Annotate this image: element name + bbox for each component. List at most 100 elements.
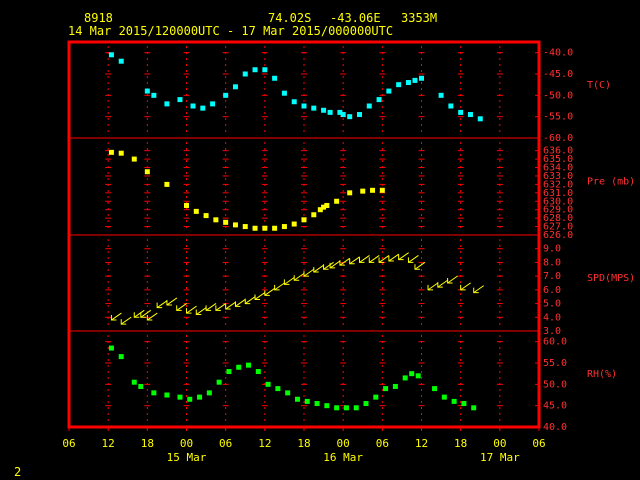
data-point: [285, 390, 291, 396]
data-point: [314, 401, 320, 407]
data-point: [467, 112, 473, 118]
wind-arrow-shaft: [398, 252, 409, 261]
x-tick-label: 18: [141, 437, 154, 450]
data-point: [317, 207, 323, 213]
wind-arrow-head: [407, 257, 414, 263]
data-point: [353, 405, 359, 411]
data-point: [197, 394, 203, 400]
data-point: [216, 379, 222, 385]
data-point: [412, 77, 418, 83]
data-point: [396, 82, 402, 88]
data-point: [118, 58, 124, 64]
wind-arrow-shaft: [447, 275, 458, 284]
y-tick-label: 632.0: [543, 179, 573, 190]
wind-arrow: [176, 303, 187, 311]
wind-arrow-shaft: [303, 268, 315, 277]
data-point: [402, 375, 408, 381]
wind-arrow-head: [176, 305, 182, 311]
wind-arrow-head: [195, 309, 202, 316]
data-point: [291, 99, 297, 105]
data-point: [311, 105, 317, 111]
y-tick-label: 627.0: [543, 222, 573, 233]
y-tick-label: 626.0: [543, 230, 573, 241]
data-point: [232, 84, 238, 90]
wind-arrow: [358, 255, 370, 263]
x-tick-label: 06: [532, 437, 545, 450]
wind-arrow-head: [205, 305, 212, 311]
wind-arrow-shaft: [264, 287, 276, 296]
data-point: [164, 101, 170, 107]
wind-arrow-head: [339, 260, 345, 266]
wind-arrow-head: [323, 264, 329, 270]
wind-arrow: [437, 279, 449, 288]
data-point: [458, 109, 464, 115]
wind-arrow-head: [274, 284, 280, 291]
data-point: [138, 383, 144, 389]
data-point: [255, 369, 261, 375]
wind-arrow: [407, 255, 419, 263]
y-tick-label: 7.0: [543, 271, 561, 282]
data-point: [304, 398, 310, 404]
data-point: [108, 52, 114, 58]
wind-arrow-shaft: [284, 276, 295, 285]
wind-arrow-head: [378, 257, 385, 263]
wind-arrow: [133, 309, 145, 318]
data-point: [291, 221, 297, 227]
y-tick-label: -60.0: [543, 133, 573, 144]
wind-arrow-shaft: [408, 255, 419, 263]
wind-arrow-shaft: [437, 279, 449, 288]
wind-arrow-shaft: [427, 282, 439, 291]
data-point: [379, 187, 385, 193]
wind-arrow-head: [283, 279, 290, 285]
wind-arrow-shaft: [244, 296, 256, 304]
x-tick-label: 12: [415, 437, 428, 450]
data-point: [441, 394, 447, 400]
data-point: [262, 67, 268, 73]
wind-arrow-shaft: [414, 261, 426, 270]
wind-arrow-shaft: [349, 256, 360, 265]
data-point: [131, 379, 137, 385]
data-point: [281, 224, 287, 230]
wind-arrow-head: [254, 294, 261, 300]
wind-arrow-head: [414, 264, 420, 270]
data-point: [373, 394, 379, 400]
y-tick-label: 50.0: [543, 379, 567, 390]
x-tick-label: 06: [62, 437, 75, 450]
y-tick-label: 60.0: [543, 337, 567, 348]
wind-arrow-head: [146, 315, 153, 321]
data-point: [144, 169, 150, 175]
data-point: [144, 88, 150, 94]
y-tick-label: 635.0: [543, 154, 573, 165]
wind-arrow: [283, 276, 295, 285]
data-point: [324, 202, 330, 208]
wind-arrow-shaft: [186, 305, 197, 314]
y-tick-label: 8.0: [543, 257, 561, 268]
y-tick-label: 40.0: [543, 422, 567, 433]
wind-arrow-head: [133, 312, 140, 318]
data-point: [252, 67, 258, 73]
data-point: [347, 190, 353, 196]
x-tick-label: 18: [454, 437, 467, 450]
data-point: [337, 109, 343, 115]
data-point: [281, 90, 287, 96]
wind-arrow-shaft: [235, 298, 246, 307]
x-tick-label: 18: [297, 437, 310, 450]
panel-label: T(C): [587, 80, 611, 91]
data-point: [324, 403, 330, 409]
data-point: [187, 396, 193, 402]
data-point: [262, 225, 268, 231]
wind-arrow: [378, 255, 390, 263]
x-tick-label: 06: [376, 437, 389, 450]
data-point: [118, 150, 124, 156]
wind-arrow-shaft: [196, 307, 207, 315]
data-point: [477, 116, 483, 122]
data-point: [327, 109, 333, 115]
panel-label: RH(%): [587, 369, 617, 380]
wind-arrow-shaft: [254, 292, 266, 300]
data-point: [193, 208, 199, 214]
data-point: [177, 97, 183, 103]
wind-arrow-head: [120, 319, 127, 325]
wind-arrow-head: [358, 257, 365, 263]
wind-arrow-shaft: [378, 255, 390, 263]
